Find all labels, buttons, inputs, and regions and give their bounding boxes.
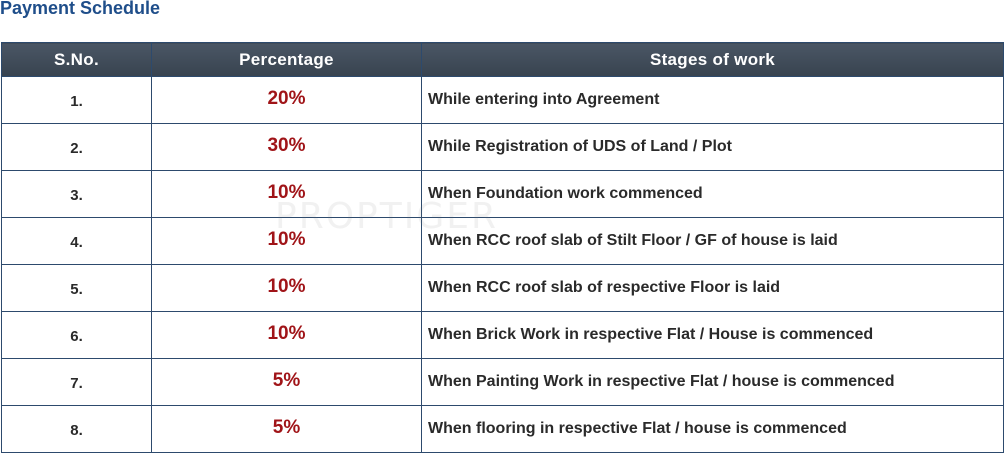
- row-percentage: 30%: [151, 123, 422, 171]
- row-percentage: 5%: [151, 358, 422, 406]
- row-percentage: 10%: [151, 170, 422, 218]
- table-header: S.No. Percentage Stages of work: [1, 42, 1004, 77]
- row-stage: When Brick Work in respective Flat / Hou…: [421, 311, 1004, 359]
- table-row: 1. 20% While entering into Agreement: [1, 76, 1004, 124]
- table-row: 8. 5% When flooring in respective Flat /…: [1, 405, 1004, 453]
- table-row: 4. 10% When RCC roof slab of Stilt Floor…: [1, 217, 1004, 265]
- payment-schedule-table: S.No. Percentage Stages of work 1. 20% W…: [1, 42, 1004, 453]
- row-stage: While entering into Agreement: [421, 76, 1004, 124]
- table-row: 2. 30% While Registration of UDS of Land…: [1, 123, 1004, 171]
- row-stage: When Foundation work commenced: [421, 170, 1004, 218]
- row-stage: When flooring in respective Flat / house…: [421, 405, 1004, 453]
- row-sno: 8.: [1, 405, 152, 453]
- row-sno: 5.: [1, 264, 152, 312]
- row-sno: 3.: [1, 170, 152, 218]
- row-sno: 6.: [1, 311, 152, 359]
- page-title: Payment Schedule: [0, 0, 161, 18]
- header-percentage: Percentage: [151, 42, 422, 77]
- row-percentage: 20%: [151, 76, 422, 124]
- header-row: S.No. Percentage Stages of work: [1, 42, 1004, 77]
- table-row: 3. 10% When Foundation work commenced: [1, 170, 1004, 218]
- table-body: 1. 20% While entering into Agreement 2. …: [1, 76, 1004, 453]
- header-sno: S.No.: [1, 42, 152, 77]
- row-percentage: 10%: [151, 264, 422, 312]
- table-row: 7. 5% When Painting Work in respective F…: [1, 358, 1004, 406]
- row-sno: 7.: [1, 358, 152, 406]
- row-stage: While Registration of UDS of Land / Plot: [421, 123, 1004, 171]
- row-stage: When Painting Work in respective Flat / …: [421, 358, 1004, 406]
- row-percentage: 10%: [151, 217, 422, 265]
- row-sno: 1.: [1, 76, 152, 124]
- row-sno: 2.: [1, 123, 152, 171]
- header-stages: Stages of work: [421, 42, 1004, 77]
- row-percentage: 5%: [151, 405, 422, 453]
- row-percentage: 10%: [151, 311, 422, 359]
- table-row: 6. 10% When Brick Work in respective Fla…: [1, 311, 1004, 359]
- table-row: 5. 10% When RCC roof slab of respective …: [1, 264, 1004, 312]
- row-stage: When RCC roof slab of respective Floor i…: [421, 264, 1004, 312]
- row-stage: When RCC roof slab of Stilt Floor / GF o…: [421, 217, 1004, 265]
- row-sno: 4.: [1, 217, 152, 265]
